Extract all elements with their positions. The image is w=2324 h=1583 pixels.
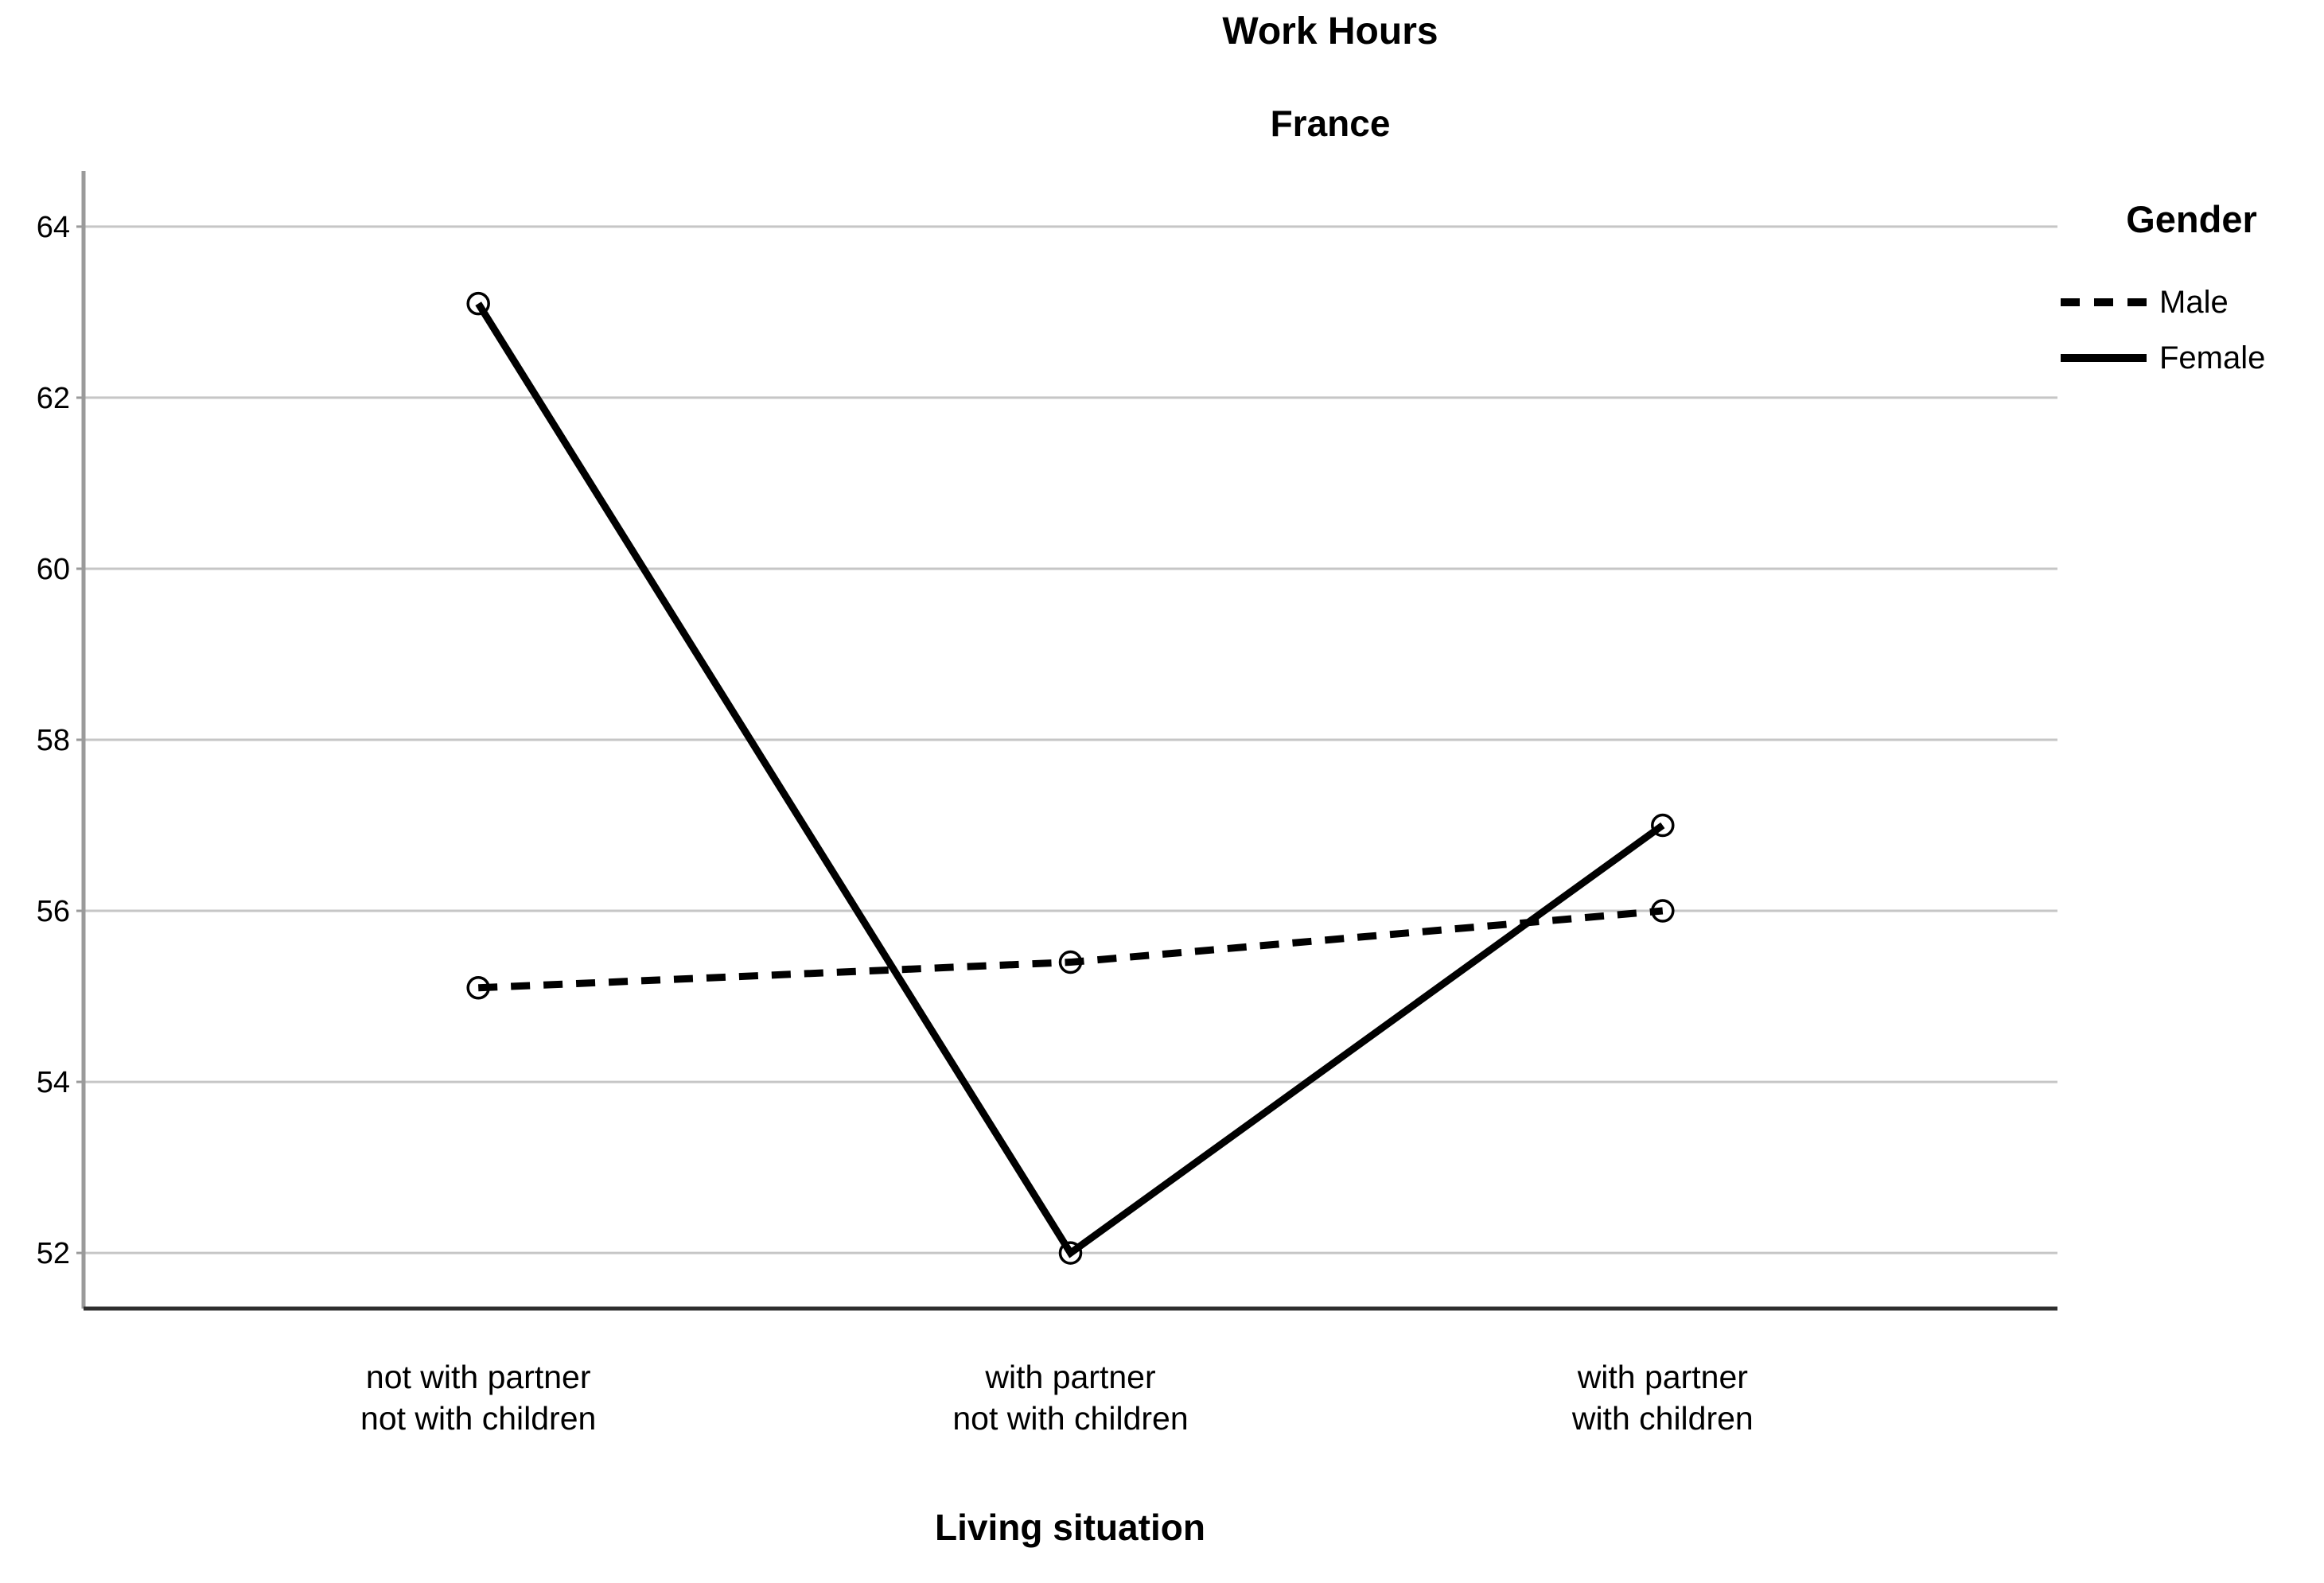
x-category-label: not with partner not with children — [360, 1359, 596, 1437]
y-tick-label: 60 — [37, 553, 70, 586]
solid-line-swatch-icon — [2061, 354, 2147, 362]
y-tick-label: 58 — [37, 724, 70, 757]
legend-title: Gender — [2126, 198, 2257, 240]
legend: Gender Male Female — [2059, 197, 2324, 394]
y-tick-label: 62 — [37, 382, 70, 415]
y-tick-label: 54 — [37, 1066, 70, 1099]
y-tick-label: 64 — [37, 211, 70, 244]
series-line-female — [475, 301, 1665, 1258]
chart-title: Work Hours — [1222, 10, 1438, 53]
legend-label-male: Male — [2159, 284, 2229, 320]
series-line-male — [478, 907, 1664, 992]
y-tick-label: 56 — [37, 895, 70, 928]
legend-item-male: Male — [2059, 282, 2324, 322]
x-category-label: with partner not with children — [952, 1359, 1188, 1437]
x-axis-title: Living situation — [935, 1507, 1205, 1548]
dashed-line-swatch-icon — [2061, 298, 2147, 306]
y-tick-label: 52 — [37, 1237, 70, 1270]
chart-subtitle: France — [1270, 103, 1391, 144]
legend-label-female: Female — [2159, 340, 2266, 375]
x-category-label: with partner with children — [1571, 1359, 1754, 1437]
legend-item-female: Female — [2059, 338, 2324, 378]
